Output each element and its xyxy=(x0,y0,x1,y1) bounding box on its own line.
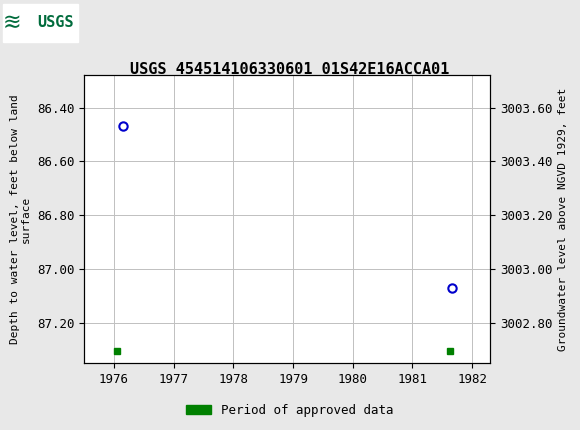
Y-axis label: Groundwater level above NGVD 1929, feet: Groundwater level above NGVD 1929, feet xyxy=(558,88,568,351)
Text: USGS 454514106330601 01S42E16ACCA01: USGS 454514106330601 01S42E16ACCA01 xyxy=(130,62,450,77)
FancyBboxPatch shape xyxy=(3,3,78,42)
Legend: Period of approved data: Period of approved data xyxy=(181,399,399,421)
Text: USGS: USGS xyxy=(38,15,74,30)
Text: ≋: ≋ xyxy=(3,12,21,33)
Y-axis label: Depth to water level, feet below land
surface: Depth to water level, feet below land su… xyxy=(10,95,31,344)
